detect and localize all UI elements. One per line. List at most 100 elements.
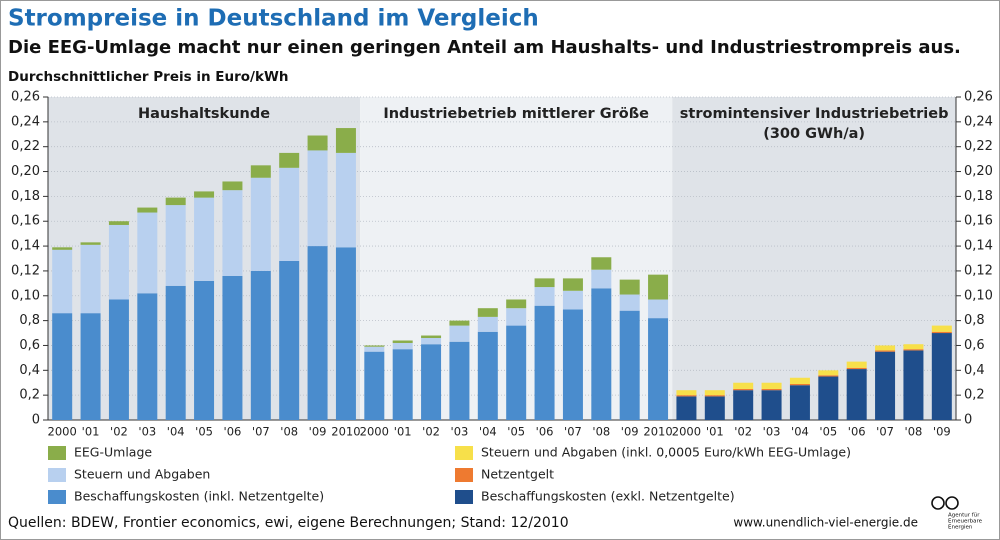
bar-segment [165,285,186,420]
bar-segment [648,318,669,420]
group-label: stromintensiver Industriebetrieb [680,106,949,122]
y-tick-label: 0,6 [964,338,985,353]
y-tick-label: 0,8 [19,313,40,328]
bar-segment [421,344,442,420]
x-tick-label: '02 [422,425,440,439]
x-tick-label: '08 [905,425,923,439]
url: www.unendlich-viel-energie.de [733,516,918,530]
bar-segment [477,316,498,332]
bar-segment [250,270,271,420]
bar-segment [392,340,413,343]
x-tick-label: '06 [536,425,554,439]
y-tick-label: 0,18 [964,189,993,204]
bar-segment [250,165,271,178]
y-tick-label: 0 [964,413,972,428]
bar-segment [250,177,271,271]
y-tick-label: 0,8 [964,313,985,328]
bar-segment [875,351,896,420]
bar-segment [704,396,725,420]
bar-segment [818,370,839,376]
bar-segment [676,396,697,420]
bar-segment [80,244,101,314]
bar-segment [789,383,810,386]
bar-segment [165,205,186,286]
bar-segment [534,305,555,420]
bar-segment [52,313,73,420]
bar-segment [108,224,129,300]
x-tick-label: '05 [195,425,213,439]
bar-segment [222,190,243,276]
bar-segment [307,150,328,247]
chart-title: Strompreise in Deutschland im Vergleich [8,6,539,32]
bar-segment [875,345,896,351]
bar-segment [194,280,215,420]
bar-segment [903,350,924,420]
bar-segment [52,249,73,314]
x-tick-label: '08 [592,425,610,439]
y-tick-label: 0,16 [11,214,40,229]
y-tick-label: 0,10 [964,288,993,303]
x-tick-label: '05 [819,425,837,439]
x-tick-label: '01 [82,425,100,439]
x-tick-label: '01 [706,425,724,439]
x-tick-label: 2000 [360,425,389,439]
y-tick-label: 0,22 [11,139,40,154]
x-tick-label: '09 [621,425,639,439]
y-tick-label: 0,26 [11,90,40,105]
group-label: Industriebetrieb mittlerer Größe [383,106,649,122]
bar-segment [137,212,158,294]
logo-symbol [931,496,959,510]
x-tick-label: '01 [394,425,412,439]
bar-segment [562,278,583,291]
x-tick-label: '04 [167,425,185,439]
legend-swatch [48,468,66,482]
bar-segment [875,350,896,352]
x-tick-label: '08 [280,425,298,439]
bar-segment [222,181,243,191]
legend-label: Netzentgelt [481,467,554,482]
bar-segment [562,290,583,310]
x-tick-label: '02 [734,425,752,439]
bar-segment [591,288,612,420]
legend-swatch [48,490,66,504]
y-tick-label: 0 [32,413,40,428]
x-tick-label: '04 [791,425,809,439]
bar-segment [733,390,754,420]
x-tick-label: '07 [876,425,894,439]
legend-swatch [455,446,473,460]
x-tick-label: '03 [763,425,781,439]
group-label: Haushaltskunde [138,106,270,122]
bar-segment [846,367,867,370]
y-tick-label: 0,16 [964,214,993,229]
bar-segment [80,313,101,420]
bar-segment [761,390,782,420]
legend-label: EEG-Umlage [74,445,152,460]
y-tick-label: 0,2 [964,388,985,403]
bar-segment [506,308,527,326]
bar-segment [534,287,555,306]
bar-segment [846,361,867,368]
y-tick-label: 0,24 [11,114,40,129]
bar-segment [506,325,527,420]
bar-segment [364,345,385,347]
x-tick-label: '06 [848,425,866,439]
legend-swatch [455,490,473,504]
bar-segment [534,278,555,288]
bar-segment [364,351,385,420]
x-tick-label: '09 [309,425,327,439]
y-tick-label: 0,20 [11,164,40,179]
bar-segment [335,152,356,248]
bar-segment [449,325,470,342]
bar-segment [676,395,697,397]
source: Quellen: BDEW, Frontier economics, ewi, … [8,515,569,531]
bar-segment [335,247,356,420]
bar-segment [931,333,952,420]
bar-segment [789,377,810,384]
bar-segment [676,390,697,396]
y-tick-label: 0,22 [964,139,993,154]
logo-text: Erneuerbare [948,519,983,525]
legend-swatch [48,446,66,460]
bar-segment [52,247,73,250]
bar-segment [222,275,243,420]
